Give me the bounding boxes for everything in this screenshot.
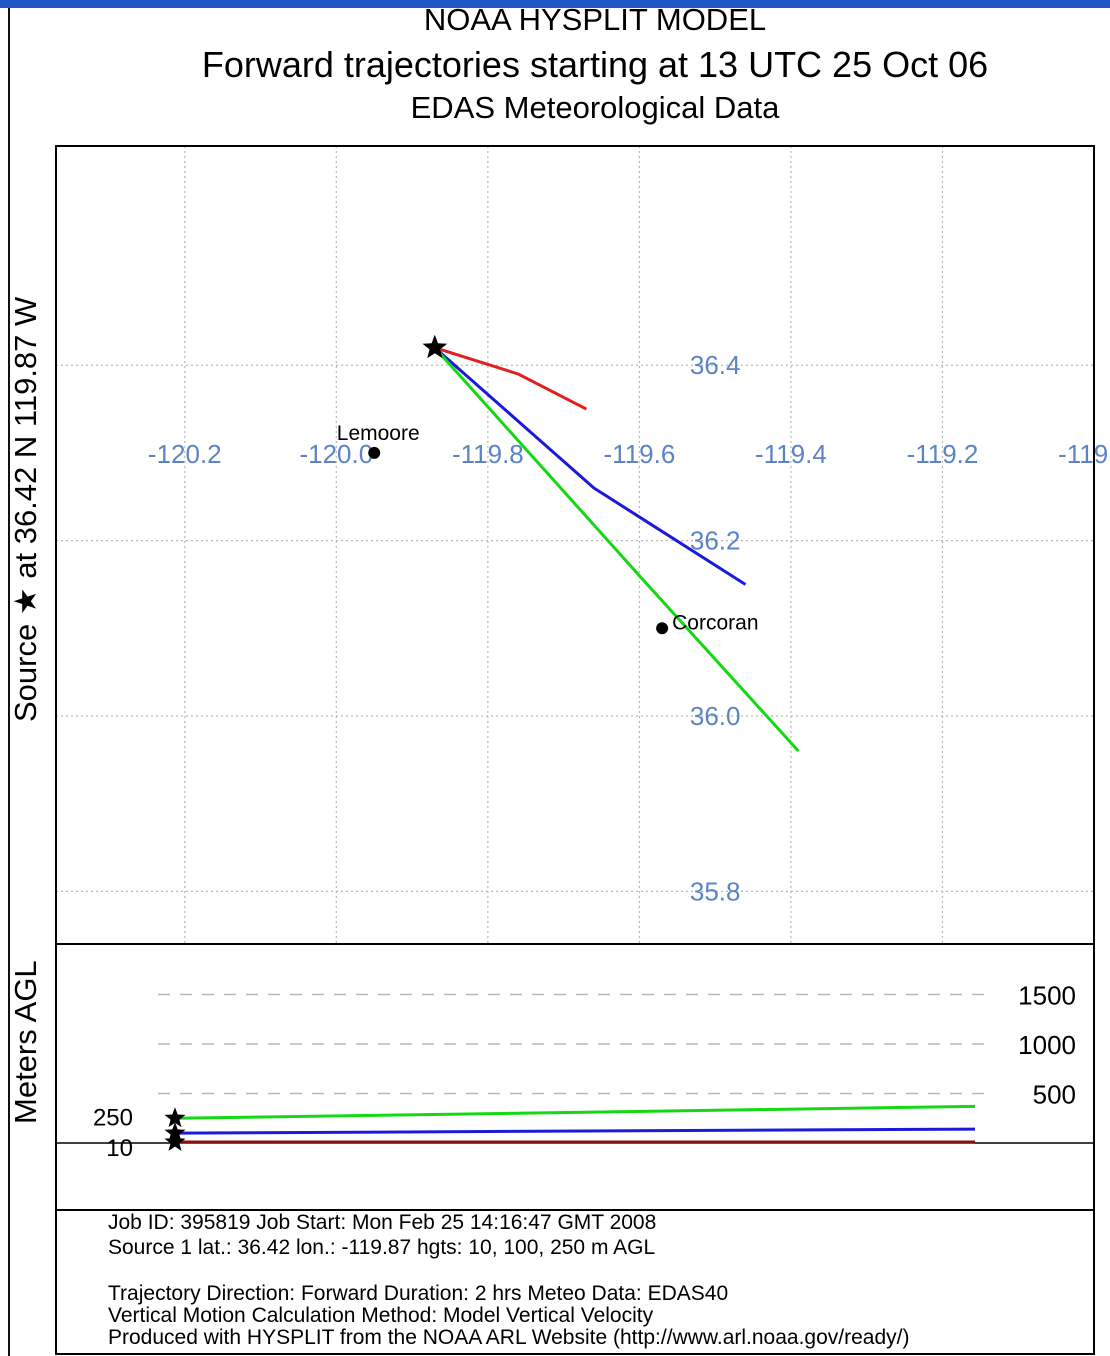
longitude-tick-label: -119.2 <box>907 439 979 469</box>
longitude-tick-label: -120.0 <box>299 439 373 469</box>
height-line-2 <box>174 1104 976 1120</box>
trajectory-line-2 <box>433 346 800 753</box>
height-tick-label: 500 <box>1033 1080 1076 1110</box>
left-border <box>8 8 10 1356</box>
city-marker <box>656 622 669 635</box>
city-label: Lemoore <box>337 422 420 445</box>
footer-produced-with: Produced with HYSPLIT from the NOAA ARL … <box>108 1326 910 1349</box>
start-height-label: 250 <box>93 1104 133 1131</box>
longitude-tick-label: -119.0 <box>1058 439 1110 469</box>
city-marker <box>368 446 381 459</box>
footer-vertical-motion: Vertical Motion Calculation Method: Mode… <box>108 1304 654 1327</box>
footer-trajectory-info: Trajectory Direction: Forward Duration: … <box>108 1282 729 1305</box>
height-start-star-icon <box>164 1107 186 1128</box>
height-start-star-icon <box>164 1122 186 1142</box>
trajectory-lines <box>433 346 800 753</box>
start-height-label: 10 <box>106 1135 133 1162</box>
latitude-tick-label: 36.0 <box>690 701 741 731</box>
footer-frame <box>55 1209 1095 1355</box>
latitude-tick-label: 35.8 <box>690 876 741 906</box>
trajectory-line-0 <box>434 346 588 411</box>
window-top-bar <box>0 0 1110 8</box>
latitude-tick-label: 36.2 <box>690 526 741 556</box>
longitude-tick-label: -119.6 <box>604 439 676 469</box>
longitude-tick-label: -119.4 <box>755 439 827 469</box>
height-line-1 <box>174 1127 976 1135</box>
city-label: Corcoran <box>672 611 758 634</box>
longitude-tick-label: -120.2 <box>148 439 222 469</box>
chart-title-trajectories: Forward trajectories starting at 13 UTC … <box>201 44 989 85</box>
height-tick-label: 1500 <box>1018 981 1076 1011</box>
footer-source-info: Source 1 lat.: 36.42 lon.: -119.87 hgts:… <box>108 1236 656 1259</box>
footer-job-info: Job ID: 395819 Job Start: Mon Feb 25 14:… <box>108 1211 657 1234</box>
map-grid <box>56 146 1094 944</box>
map-markers: Lemoore Corcoran <box>337 334 759 635</box>
height-grid: 1500 1000 500 250 10 <box>56 981 1094 1162</box>
chart-title-model: NOAA HYSPLIT MODEL <box>423 2 767 37</box>
height-lines <box>164 1104 976 1151</box>
source-star-icon <box>422 334 448 359</box>
panel-frames <box>55 145 1095 1355</box>
chart-title-met-data: EDAS Meteorological Data <box>410 90 780 125</box>
height-start-star-icon <box>164 1131 186 1151</box>
map-tick-labels: -120.2 -120.0 -119.8 -119.6 -119.4 -119.2 -119… <box>148 350 1110 906</box>
trajectory-line-1 <box>433 346 747 586</box>
height-tick-label: 1000 <box>1018 1030 1076 1060</box>
longitude-tick-label: -119.8 <box>452 439 524 469</box>
plot-frame <box>55 145 1095 1211</box>
latitude-tick-label: 36.4 <box>690 350 741 380</box>
